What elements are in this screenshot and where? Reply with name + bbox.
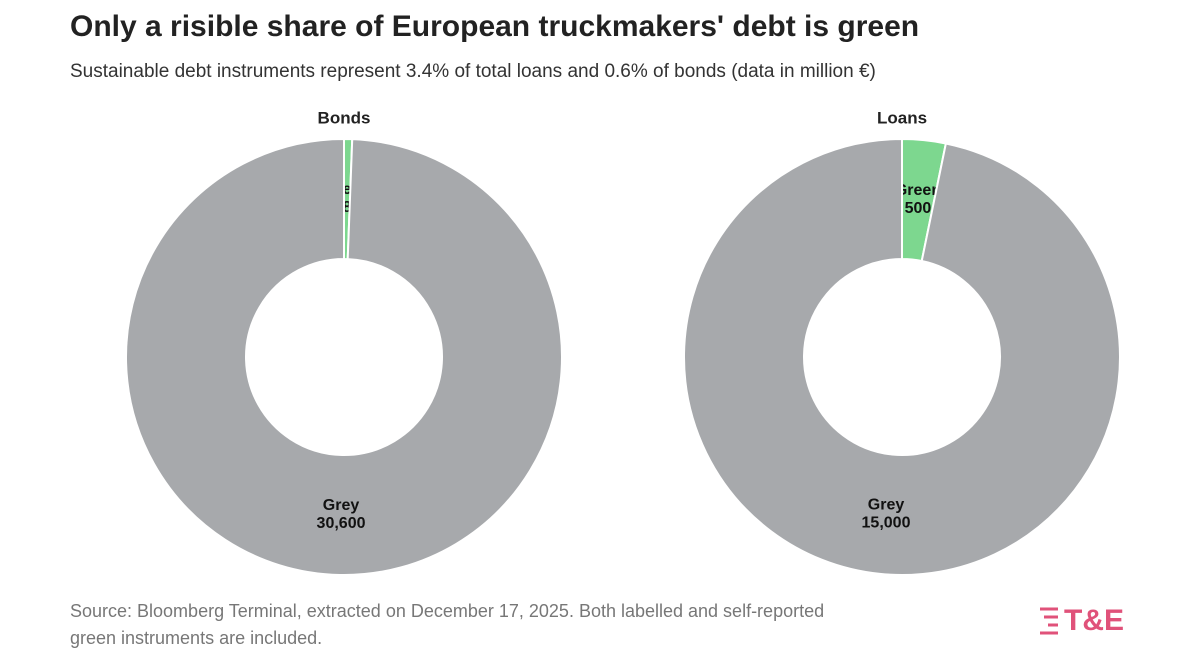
- chart-subtitle: Loans: [877, 108, 927, 127]
- slice-label: Green: [895, 182, 941, 199]
- source: green instruments are included.: [70, 628, 322, 648]
- slice: [683, 137, 1121, 576]
- chart-title: Only a risible share of European truckma…: [70, 10, 919, 43]
- slice-value: 30,600: [317, 515, 366, 532]
- slice-label: Grey: [868, 496, 905, 513]
- logo: T&E: [1064, 604, 1124, 637]
- subtitle: Sustainable debt instruments represent 3…: [70, 61, 876, 82]
- slice-value: 15,000: [862, 514, 911, 531]
- slice-label: Grey: [323, 497, 360, 514]
- slice-value: 500: [905, 200, 932, 217]
- slice: [125, 137, 563, 576]
- chart-subtitle: Bonds: [318, 108, 371, 127]
- source: Source: Bloomberg Terminal, extracted on…: [70, 601, 824, 621]
- logo-icon: [1040, 607, 1058, 635]
